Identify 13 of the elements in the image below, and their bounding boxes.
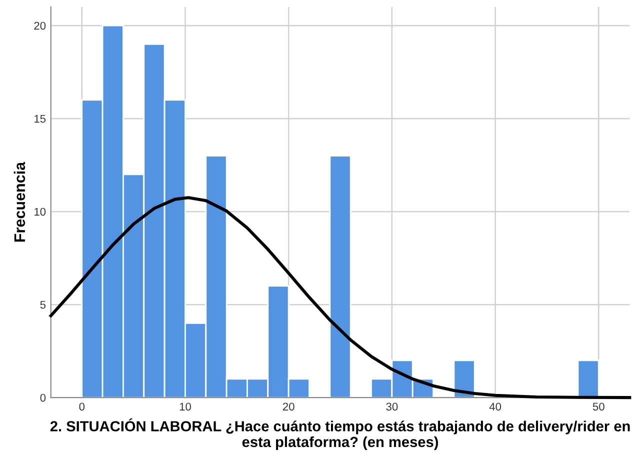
x-tick-label: 50 xyxy=(592,402,604,411)
x-tick-label: 10 xyxy=(180,402,191,411)
x-tick-label: 0 xyxy=(79,402,85,411)
y-tick-label: 10 xyxy=(34,208,46,216)
x-tick-label: 30 xyxy=(386,402,398,411)
x-tick-label: 20 xyxy=(282,402,294,411)
y-tick-label: 0 xyxy=(40,394,46,402)
y-tick-label: 20 xyxy=(34,22,46,30)
x-axis-title: 2. SITUACIÓN LABORAL ¿Hace cuánto tiempo estás trabajando de delivery/rider en esta plataforma? (en meses) xyxy=(50,418,630,450)
y-axis-title: Frecuencia xyxy=(14,162,26,242)
x-tick-label: 40 xyxy=(489,402,502,411)
y-tick-label: 5 xyxy=(40,300,46,309)
y-tick-label: 15 xyxy=(34,114,46,123)
